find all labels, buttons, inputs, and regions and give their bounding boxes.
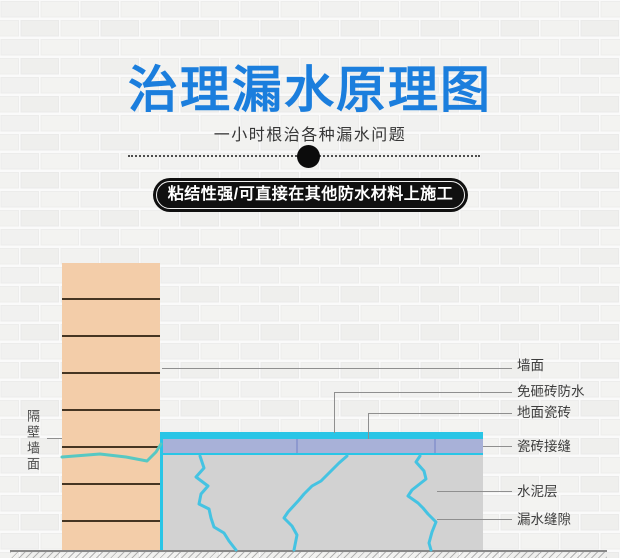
leader-line-floor-tile-drop [368, 413, 369, 439]
tile-joint-line [296, 439, 298, 453]
edge-seal-line [160, 432, 163, 550]
tile-joint-line [434, 439, 436, 453]
adjacent-wall-block [62, 263, 160, 550]
label-wall-surface: 墙面 [517, 358, 544, 373]
leader-line-wall-surface [162, 368, 512, 369]
ground-hatch [10, 550, 607, 558]
leader-line-adjacent-wall [47, 438, 62, 439]
label-adjacent-wall: 隔壁墙面 [25, 409, 40, 473]
label-tile-joint: 瓷砖接缝 [517, 439, 571, 454]
leader-line-waterproof-drop [334, 392, 335, 433]
feature-banner-text: 粘结性强/可直接在其他防水材料上施工 [167, 186, 454, 203]
label-floor-tile: 地面瓷砖 [517, 405, 571, 420]
floor-tile-layer-block [160, 439, 483, 455]
leader-line-floor-tile [368, 413, 512, 414]
cement-layer-block [160, 455, 483, 550]
leader-line-waterproof [334, 392, 512, 393]
waterproof-layer-block [160, 432, 483, 439]
label-no-smash-waterproof: 免砸砖防水 [517, 384, 585, 399]
label-leak-gap: 漏水缝隙 [517, 512, 571, 527]
leader-line-tile-joint [483, 446, 512, 447]
page-title: 治理漏水原理图 [128, 62, 492, 118]
leader-line-cement [437, 491, 512, 492]
leader-line-leak-gap [437, 519, 512, 520]
label-cement-layer: 水泥层 [517, 484, 558, 499]
feature-banner: 粘结性强/可直接在其他防水材料上施工 [153, 178, 468, 212]
divider-dot-icon [297, 145, 320, 168]
page-subtitle: 一小时根治各种漏水问题 [213, 127, 407, 144]
